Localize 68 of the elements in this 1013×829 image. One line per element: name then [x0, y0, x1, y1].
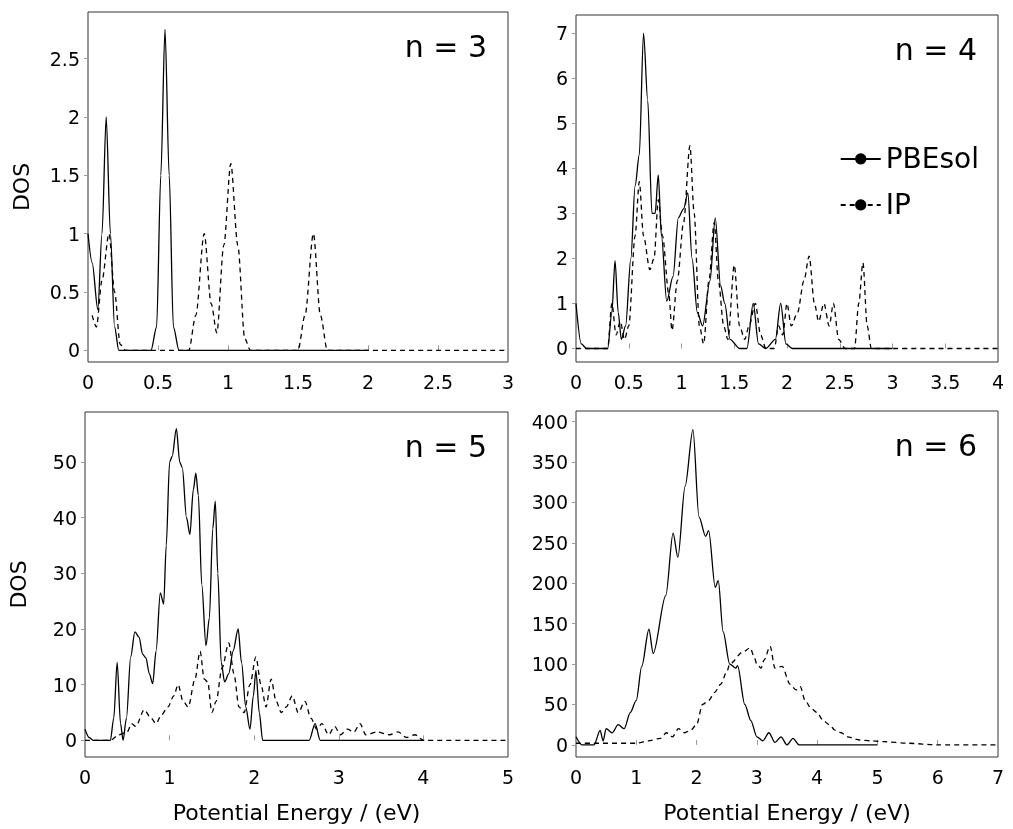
y-tick-label: 400 — [531, 410, 568, 433]
y-tick-label: 350 — [531, 450, 568, 473]
y-tick-label: 1.5 — [49, 164, 80, 187]
x-tick-label: 2.5 — [824, 370, 855, 393]
x-tick-label: 3.5 — [930, 370, 961, 393]
text: n = 4 — [894, 31, 977, 67]
y-tick-label: 1 — [67, 222, 80, 245]
x-tick-label: 2 — [361, 370, 375, 393]
y-tick-label: 3 — [555, 202, 568, 225]
y-tick-label: 40 — [52, 506, 77, 529]
x-tick-label: 3 — [886, 370, 899, 393]
text: n = 3 — [404, 28, 487, 64]
x-axis-title: Potential Energy / (eV) — [663, 799, 911, 825]
x-tick-label: 0 — [81, 370, 95, 393]
x-tick-label: 4 — [811, 765, 824, 788]
y-axis-title: DOS — [5, 560, 31, 609]
y-tick-label: 7 — [555, 22, 568, 45]
x-tick-label: 1.5 — [282, 370, 314, 393]
x-axis-title: Potential Energy / (eV) — [172, 799, 421, 825]
y-tick-label: 150 — [531, 612, 568, 635]
x-tick-label: 0 — [569, 370, 583, 393]
y-tick-label: 50 — [543, 693, 568, 716]
text: n = 5 — [404, 428, 487, 464]
y-tick-label: 10 — [52, 673, 77, 696]
x-tick-label: 1 — [675, 370, 688, 393]
x-tick-label: 4 — [417, 765, 430, 788]
y-tick-label: 0.5 — [49, 281, 80, 303]
x-tick-label: 0.5 — [613, 370, 644, 393]
x-tick-label: 2.5 — [422, 370, 454, 393]
y-tick-label: 0 — [67, 339, 80, 362]
y-tick-label: 5 — [555, 112, 568, 135]
y-tick-label: 2 — [555, 247, 568, 270]
y-tick-label: 6 — [555, 67, 568, 90]
y-axis-title: DOS — [8, 162, 34, 212]
x-tick-label: 3 — [332, 765, 345, 788]
y-tick-label: 100 — [531, 653, 568, 676]
legend-label: PBEsol — [885, 142, 980, 176]
y-tick-label: 4 — [555, 157, 568, 180]
legend-label: IP — [885, 188, 911, 222]
x-tick-label: 1 — [163, 765, 176, 788]
x-tick-label: 3 — [750, 765, 763, 788]
x-tick-label: 4 — [991, 370, 1005, 393]
y-tick-label: 50 — [52, 451, 77, 474]
x-tick-label: 1 — [630, 765, 643, 788]
x-tick-label: 1.5 — [719, 370, 750, 393]
x-tick-label: 6 — [931, 765, 944, 788]
x-tick-label: 3 — [501, 370, 515, 393]
x-tick-label: 7 — [991, 765, 1005, 788]
x-tick-label: 5 — [501, 765, 515, 788]
x-tick-label: 2 — [248, 765, 261, 788]
y-tick-label: 0 — [555, 733, 568, 756]
y-tick-label: 0 — [64, 729, 77, 752]
y-tick-label: 0 — [555, 337, 568, 360]
x-tick-label: 1 — [221, 370, 235, 393]
x-tick-label: 0.5 — [142, 370, 174, 393]
y-tick-label: 250 — [531, 531, 568, 554]
y-tick-label: 1 — [555, 292, 568, 315]
x-tick-label: 0 — [569, 765, 583, 788]
y-tick-label: 2.5 — [49, 47, 80, 70]
y-tick-label: 300 — [531, 491, 568, 514]
y-tick-label: 2 — [67, 106, 80, 128]
y-tick-label: 200 — [531, 572, 568, 595]
y-tick-label: 20 — [52, 618, 77, 641]
text: n = 6 — [894, 427, 977, 463]
y-tick-label: 30 — [52, 562, 77, 585]
x-tick-label: 5 — [871, 765, 884, 788]
x-tick-label: 2 — [690, 765, 703, 788]
x-tick-label: 2 — [780, 370, 794, 393]
